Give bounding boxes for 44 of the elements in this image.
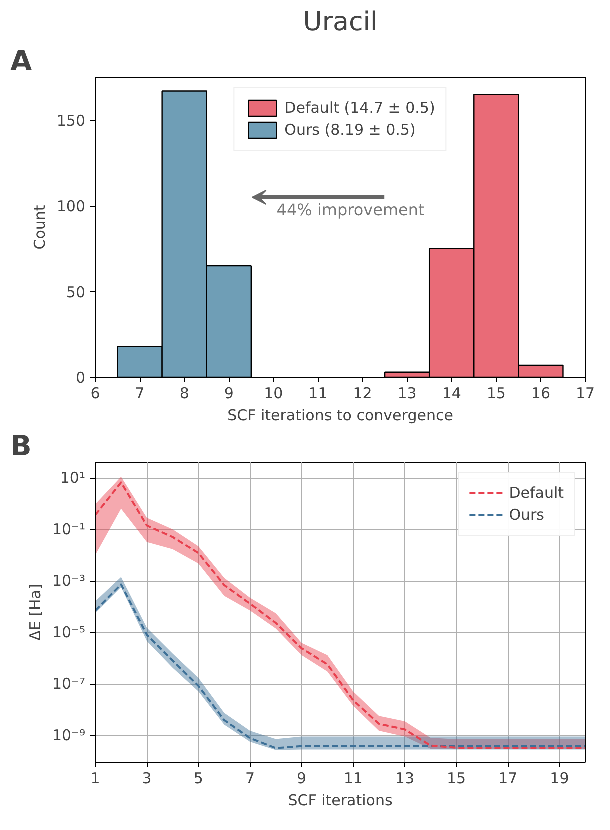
x-tick-label: 16	[531, 384, 551, 402]
x-tick-label: 15	[486, 384, 506, 402]
x-tick-label: 10	[264, 384, 284, 402]
x-tick-label: 17	[576, 384, 596, 402]
text: A	[10, 44, 32, 78]
y-tick-label: 10⁻¹	[52, 520, 86, 539]
y-tick-label: 10⁻⁷	[52, 675, 86, 694]
y-tick-label: 100	[56, 198, 86, 216]
y-axis-title: ΔE [Ha]	[26, 584, 44, 641]
x-tick-label: 1	[90, 770, 100, 788]
x-tick-label: 7	[245, 770, 256, 788]
x-tick-label: 13	[395, 770, 415, 788]
x-tick-label: 12	[353, 384, 372, 402]
y-tick-label: 10⁻⁵	[52, 624, 86, 642]
y-tick-label: 50	[66, 283, 86, 302]
y-axis-title: Count	[30, 205, 49, 250]
y-tick-label: 10¹	[60, 469, 86, 488]
x-tick-label: 11	[308, 384, 328, 402]
legend-label: Ours	[509, 506, 544, 524]
x-tick-label: 5	[194, 770, 204, 788]
y-tick-label: 10⁻³	[52, 572, 86, 590]
legend-label: Default (14.7 ± 0.5)	[284, 99, 436, 117]
legend-label: Default	[509, 484, 564, 502]
x-tick-label: 8	[180, 384, 190, 402]
x-tick-label: 17	[498, 770, 518, 788]
x-tick-label: 9	[297, 770, 307, 788]
x-tick-label: 11	[344, 770, 363, 788]
y-tick-label: 150	[56, 112, 86, 130]
x-tick-label: 14	[442, 384, 462, 402]
y-tick-label: 10⁻⁹	[52, 726, 86, 745]
text: B	[10, 430, 32, 462]
x-axis-title: SCF iterations	[288, 792, 393, 810]
x-axis-title: SCF iterations to convergence	[228, 406, 454, 424]
chart-title: Uracil	[303, 8, 378, 38]
annotation: 44% improvement	[276, 200, 425, 220]
x-tick-label: 15	[447, 770, 466, 788]
x-tick-label: 19	[550, 770, 570, 788]
x-tick-label: 13	[398, 384, 417, 402]
legend-label: Ours (8.19 ± 0.5)	[284, 121, 416, 139]
y-tick-label: 0	[76, 369, 86, 387]
x-tick-label: 3	[142, 770, 152, 788]
x-tick-label: 6	[90, 384, 100, 402]
x-tick-label: 7	[135, 384, 145, 402]
x-tick-label: 9	[224, 384, 234, 402]
